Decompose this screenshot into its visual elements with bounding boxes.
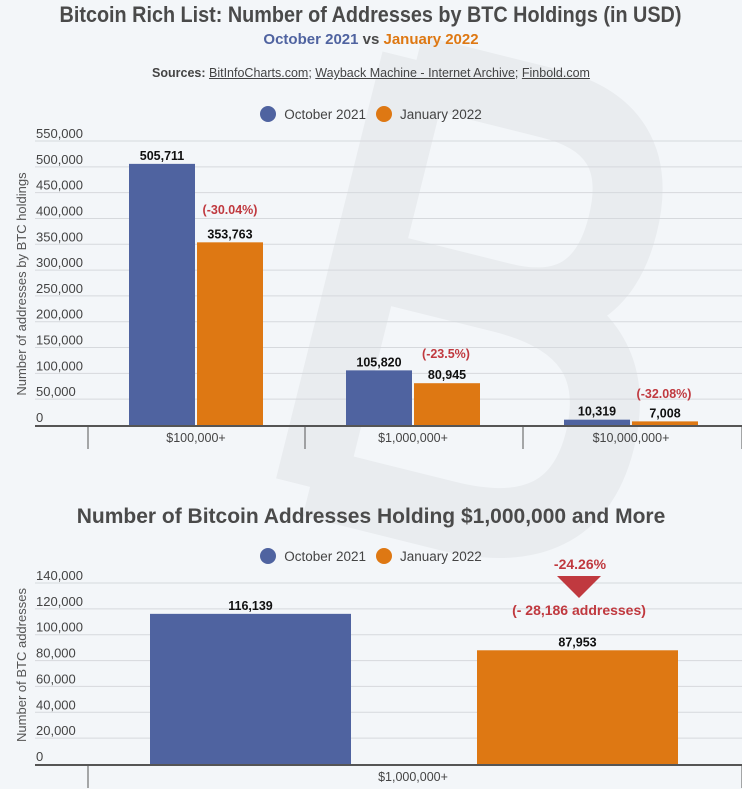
y-tick-label: 80,000 — [36, 646, 76, 661]
legend-label: October 2021 — [284, 106, 366, 122]
legend-dot-january — [376, 106, 392, 122]
x-tick-label: $10,000,000+ — [593, 431, 670, 445]
y-tick-label: 200,000 — [36, 307, 83, 322]
legend-item-january[interactable]: January 2022 — [376, 548, 482, 564]
legend-label: January 2022 — [400, 548, 482, 564]
bitcoin-watermark — [276, 35, 663, 558]
y-tick-label: 60,000 — [36, 671, 76, 686]
y-axis-label: Number of BTC addresses — [14, 588, 29, 742]
percent-change-annotation: (-23.5%) — [422, 347, 470, 361]
bar-october-2021 — [129, 163, 195, 425]
bar-january-2022 — [632, 421, 698, 425]
y-tick-label: 100,000 — [36, 620, 83, 635]
y-tick-label: 140,000 — [36, 568, 83, 583]
legend-top: October 2021 January 2022 — [0, 106, 742, 122]
y-tick-label: 120,000 — [36, 594, 83, 609]
down-triangle-icon — [557, 576, 601, 598]
sources-line: Sources: BitInfoCharts.com; Wayback Mach… — [152, 66, 590, 80]
legend-dot-january — [376, 548, 392, 564]
data-label: 7,008 — [649, 406, 680, 420]
legend-label: January 2022 — [400, 106, 482, 122]
y-tick-label: 400,000 — [36, 203, 83, 218]
source-link-wayback[interactable]: Wayback Machine - Internet Archive — [315, 66, 515, 80]
percent-change-annotation: -24.26% — [554, 556, 607, 572]
data-label: 87,953 — [558, 635, 596, 649]
y-tick-label: 150,000 — [36, 333, 83, 348]
sources-label: Sources: — [152, 66, 206, 80]
y-tick-label: 0 — [36, 410, 43, 425]
legend-bottom: October 2021 January 2022 — [0, 548, 742, 564]
y-tick-label: 250,000 — [36, 281, 83, 296]
subtitle-october: October 2021 — [263, 31, 359, 48]
y-tick-label: 20,000 — [36, 723, 76, 738]
y-tick-label: 550,000 — [36, 126, 83, 141]
address-change-annotation: (- 28,186 addresses) — [512, 602, 646, 618]
y-tick-label: 500,000 — [36, 152, 83, 167]
y-tick-label: 0 — [36, 749, 43, 764]
data-label: 116,139 — [228, 599, 273, 613]
y-tick-label: 50,000 — [36, 384, 76, 399]
bar-january-2022 — [477, 650, 678, 764]
x-tick-label: $1,000,000+ — [378, 431, 448, 445]
bar-october-2021 — [346, 370, 412, 425]
chart2-title: Number of Bitcoin Addresses Holding $1,0… — [76, 505, 666, 528]
legend-dot-october — [260, 548, 277, 564]
y-tick-label: 450,000 — [36, 178, 83, 193]
legend-item-october[interactable]: October 2021 — [260, 106, 366, 122]
percent-change-annotation: (-30.04%) — [203, 203, 258, 217]
legend-dot-october — [260, 106, 277, 122]
legend-item-october[interactable]: October 2021 — [260, 548, 366, 564]
data-label: 105,820 — [356, 355, 401, 369]
source-link-finbold[interactable]: Finbold.com — [521, 66, 590, 80]
data-label: 80,945 — [428, 368, 466, 382]
chart-subtitle: October 2021 vs January 2022 — [0, 31, 742, 48]
y-tick-label: 40,000 — [36, 697, 76, 712]
data-label: 10,319 — [578, 405, 616, 419]
data-label: 505,711 — [140, 149, 185, 163]
percent-change-annotation: (-32.08%) — [637, 387, 692, 401]
x-tick-label: $1,000,000+ — [378, 770, 448, 784]
y-tick-label: 300,000 — [36, 255, 83, 270]
y-axis-label: Number of addresses by BTC holdings — [14, 172, 29, 396]
chart-title-wrap: Bitcoin Rich List: Number of Addresses b… — [0, 2, 742, 28]
subtitle-vs: vs — [358, 31, 384, 48]
bitcoin-watermark-shape — [276, 35, 663, 558]
bar-october-2021 — [150, 613, 351, 764]
data-label: 353,763 — [207, 227, 252, 241]
legend-label: October 2021 — [284, 548, 366, 564]
bar-october-2021 — [564, 419, 630, 425]
subtitle-january: January 2022 — [383, 31, 479, 48]
bar-january-2022 — [197, 242, 263, 425]
y-tick-label: 350,000 — [36, 229, 83, 244]
legend-item-january[interactable]: January 2022 — [376, 106, 482, 122]
y-tick-label: 100,000 — [36, 358, 83, 373]
chart-title: Bitcoin Rich List: Number of Addresses b… — [60, 2, 682, 27]
bar-january-2022 — [414, 383, 480, 425]
x-tick-label: $100,000+ — [166, 431, 225, 445]
source-link-bitinfocharts[interactable]: BitInfoCharts.com — [209, 66, 309, 80]
